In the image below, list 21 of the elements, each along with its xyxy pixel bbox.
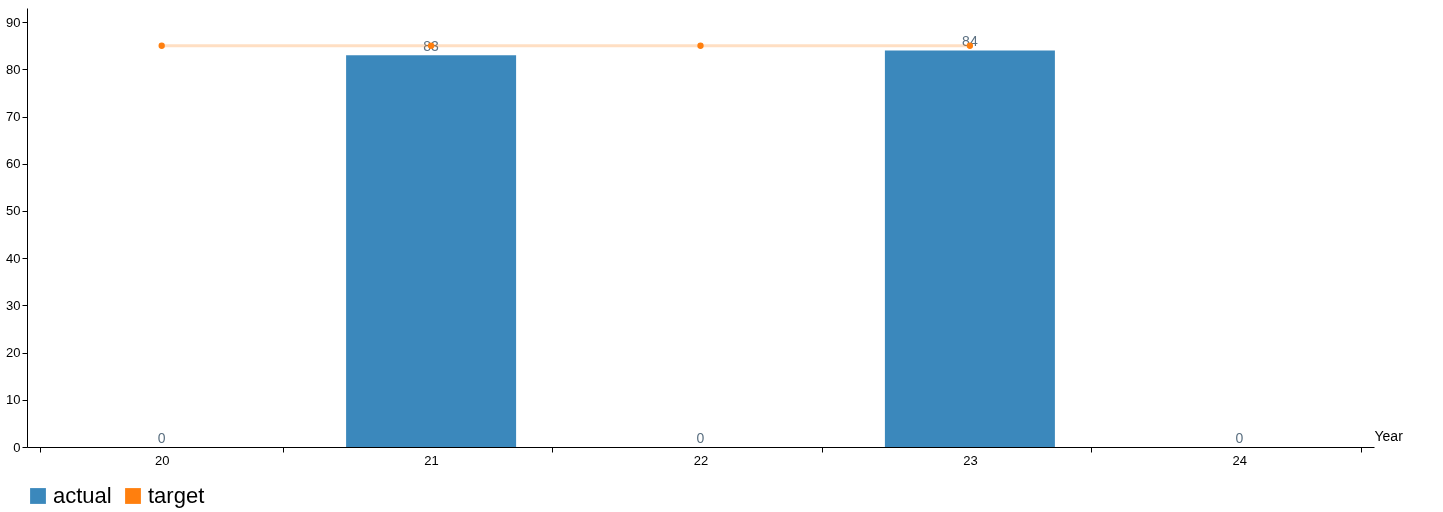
legend-label: target xyxy=(148,483,205,508)
data-label: 0 xyxy=(157,430,166,446)
data-label: 0 xyxy=(696,430,705,446)
x-tick-label: 21 xyxy=(424,452,439,468)
y-tick-label: 0 xyxy=(13,439,21,455)
y-tick-label: 30 xyxy=(6,297,21,313)
y-tick-label: 70 xyxy=(6,109,21,125)
x-tick-label: 24 xyxy=(1232,452,1248,468)
legend-label: actual xyxy=(53,483,112,508)
x-tick-label: 22 xyxy=(693,452,709,468)
x-tick-label: 20 xyxy=(154,452,170,468)
y-tick-label: 40 xyxy=(6,250,21,266)
data-label: 0 xyxy=(1235,430,1244,446)
y-tick-label: 60 xyxy=(6,156,21,172)
x-axis-title: Year xyxy=(1374,427,1404,444)
y-tick-label: 10 xyxy=(6,392,21,408)
y-tick-label: 20 xyxy=(6,345,21,361)
y-tick-label: 80 xyxy=(6,61,21,77)
y-tick-label: 90 xyxy=(6,14,21,30)
y-tick-label: 50 xyxy=(6,203,21,219)
x-tick-label: 23 xyxy=(963,452,978,468)
